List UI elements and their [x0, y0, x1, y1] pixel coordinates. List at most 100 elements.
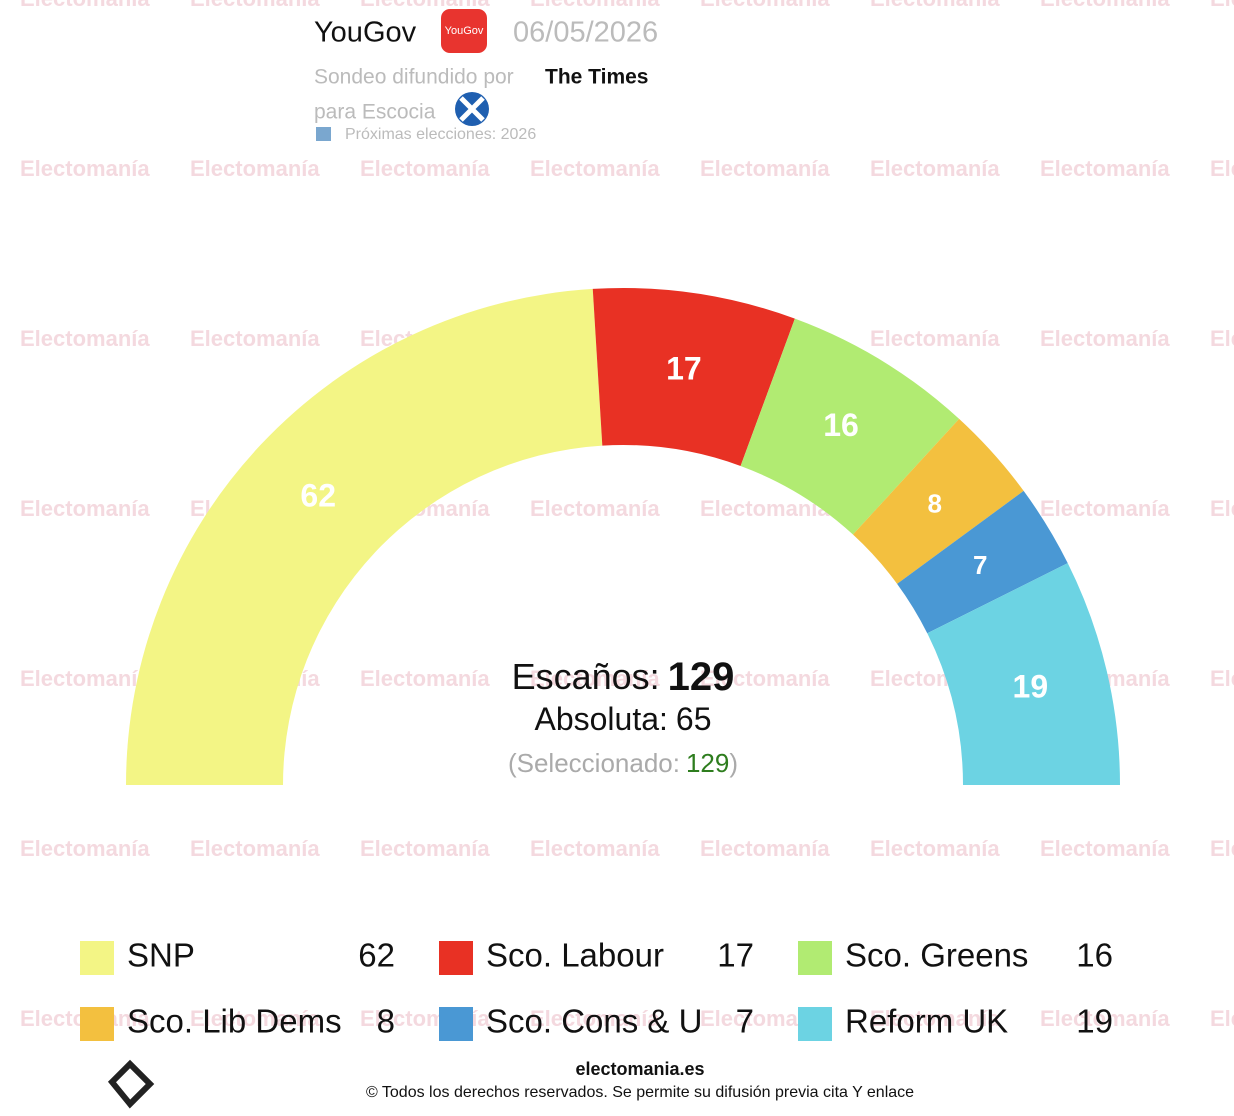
- seat-segment: [740, 318, 960, 535]
- pollster-logo-text: YouGov: [445, 25, 484, 37]
- watermark: Electomanía: [1210, 496, 1234, 521]
- site: electomania.es: [575, 1059, 704, 1079]
- watermark: Electomanía: [1040, 326, 1170, 351]
- selected-line: (Seleccionado: 129): [508, 748, 738, 778]
- copyright: © Todos los derechos reservados. Se perm…: [366, 1084, 914, 1101]
- legend-label: Sco. Labour: [486, 937, 664, 974]
- watermark: Electomanía: [190, 0, 320, 11]
- pollster-logo: [441, 9, 487, 53]
- value-label: 17: [666, 350, 702, 386]
- value-label: 7: [973, 550, 987, 580]
- seats-line: Escaños: 129: [512, 655, 735, 699]
- seat-segment: [927, 563, 1120, 785]
- selected-close: ): [729, 748, 738, 778]
- watermark: Electomanía: [1040, 1006, 1170, 1031]
- seat-segment: [126, 288, 603, 785]
- watermark: Electomanía: [530, 666, 660, 691]
- watermark: Electomanía: [530, 496, 660, 521]
- watermark: Electomanía: [360, 666, 490, 691]
- published-by: The Times: [545, 66, 648, 89]
- watermark: Electomanía: [360, 836, 490, 861]
- watermark: Electomanía: [20, 0, 150, 11]
- legend-value: 62: [358, 937, 395, 974]
- watermark: Electomanía: [1040, 156, 1170, 181]
- ballot-icon: [316, 127, 331, 141]
- watermark: Electomanía: [20, 496, 150, 521]
- watermark: Electomanía: [530, 156, 660, 181]
- watermark: Electomanía: [1210, 666, 1234, 691]
- watermark: Electomanía: [1040, 0, 1170, 11]
- watermark: Electomanía: [870, 156, 1000, 181]
- watermark: Electomanía: [870, 1006, 1000, 1031]
- seat-segment: [852, 418, 1024, 584]
- value-label: 8: [927, 489, 941, 519]
- legend-label: SNP: [127, 937, 195, 974]
- watermark: Electomanía: [530, 836, 660, 861]
- selected-value: 129: [686, 748, 729, 778]
- watermark: Electomanía: [190, 836, 320, 861]
- watermark: Electomanía: [360, 0, 490, 11]
- legend-value: 17: [717, 937, 754, 974]
- watermark: Electomanía: [20, 156, 150, 181]
- watermark: Electomanía: [700, 0, 830, 11]
- legend-label: Sco. Lib Dems: [127, 1003, 342, 1040]
- seat-segment: [897, 490, 1068, 634]
- legend: SNP 62 Sco. Labour 17 Sco. Greens 16 Sco. Lib …: [80, 937, 1113, 1041]
- watermark: Electomanía: [1210, 1006, 1234, 1031]
- legend-value: 16: [1076, 937, 1113, 974]
- watermark: Electomanía: [700, 156, 830, 181]
- watermark: Electomanía: [870, 836, 1000, 861]
- watermark: Electomanía: [20, 836, 150, 861]
- value-label: 19: [1013, 668, 1049, 704]
- pollster: YouGov: [314, 17, 417, 49]
- legend-label: Reform UK: [845, 1003, 1008, 1040]
- watermark: Electomanía: [1210, 0, 1234, 11]
- value-label: 62: [300, 478, 336, 514]
- watermark: Electomanía: [190, 326, 320, 351]
- next-election: Próximas elecciones: 2026: [345, 126, 536, 143]
- watermark: Electomanía: [1040, 836, 1170, 861]
- legend-icon: [80, 941, 114, 975]
- watermark: Electomanía: [1040, 496, 1170, 521]
- flag-cross: [459, 96, 485, 122]
- watermark: Electomanía: [1210, 836, 1234, 861]
- date: 06/05/2026: [513, 17, 658, 49]
- published-by-label: Sondeo difundido por: [314, 66, 514, 89]
- footer-logo: [107, 1059, 155, 1109]
- seat-segment: [592, 288, 795, 466]
- legend-label: Sco. Greens: [845, 937, 1028, 974]
- watermark: Electomanía: [870, 0, 1000, 11]
- legend-value: 7: [736, 1003, 754, 1040]
- seats-label: Escaños:: [512, 656, 660, 697]
- watermark: Electomanía: [1210, 156, 1234, 181]
- watermark: Electomanía: [870, 326, 1000, 351]
- majority: 65: [676, 701, 712, 737]
- legend-icon: [439, 941, 473, 975]
- watermark: Electomanía: [530, 0, 660, 11]
- majority-label: Absoluta:: [534, 701, 667, 737]
- watermark: Electomanía: [700, 836, 830, 861]
- legend-value: 19: [1076, 1003, 1113, 1040]
- legend-value: 8: [377, 1003, 395, 1040]
- legend-icon: [439, 1007, 473, 1041]
- watermark: Electomanía: [190, 156, 320, 181]
- legend-icon: [798, 1007, 832, 1041]
- watermark: Electomanía: [190, 1006, 320, 1031]
- seats-total: 129: [668, 655, 735, 699]
- watermark: Electomanía: [20, 326, 150, 351]
- watermark-layer: Electomanía Electomanía Electomanía Electom…: [20, 0, 1234, 1031]
- legend-icon: [80, 1007, 114, 1041]
- watermark: Electomanía: [1210, 326, 1234, 351]
- region: para Escocia: [314, 101, 436, 124]
- watermark: Electomanía: [20, 666, 150, 691]
- selected-label: (Seleccionado:: [508, 748, 680, 778]
- watermark: Electomanía: [700, 666, 830, 691]
- watermark: Electomanía: [530, 1006, 660, 1031]
- legend-label: Sco. Cons & U: [486, 1003, 702, 1040]
- watermark: Electomanía: [360, 156, 490, 181]
- semicircle: 62 17 16 8 7 19: [126, 288, 1120, 785]
- majority-line: Absoluta: 65: [534, 701, 711, 737]
- value-label: 16: [823, 407, 859, 443]
- legend-icon: [798, 941, 832, 975]
